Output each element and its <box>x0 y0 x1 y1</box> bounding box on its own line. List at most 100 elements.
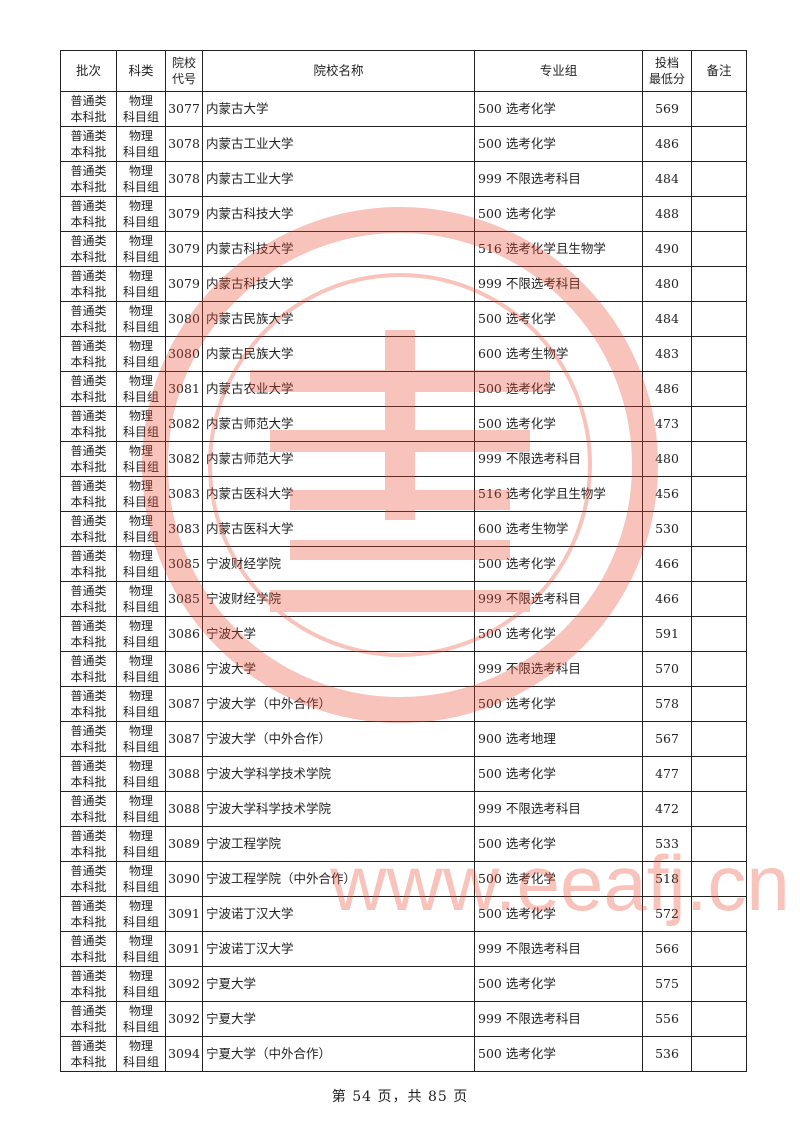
cell-school-code: 3082 <box>165 406 203 442</box>
table-row: 普通类 本科批 物理 科目组 3085 宁波财经学院 999 不限选考科目 466 <box>60 581 747 617</box>
cell-school-code: 3086 <box>165 651 203 687</box>
cell-batch: 普通类 本科批 <box>60 791 117 827</box>
cell-major-group: 500 选考化学 <box>474 616 643 652</box>
cell-school-name: 内蒙古民族大学 <box>202 301 475 337</box>
cell-min-score: 480 <box>642 266 692 302</box>
cell-batch: 普通类 本科批 <box>60 651 117 687</box>
cell-subject: 物理 科目组 <box>116 301 166 337</box>
header-note: 备注 <box>691 50 747 92</box>
cell-subject: 物理 科目组 <box>116 651 166 687</box>
cell-min-score: 484 <box>642 301 692 337</box>
cell-note <box>691 966 747 1002</box>
cell-school-name: 内蒙古科技大学 <box>202 196 475 232</box>
cell-batch: 普通类 本科批 <box>60 371 117 407</box>
cell-school-name: 内蒙古农业大学 <box>202 371 475 407</box>
cell-school-name: 内蒙古民族大学 <box>202 336 475 372</box>
cell-subject: 物理 科目组 <box>116 91 166 127</box>
table-row: 普通类 本科批 物理 科目组 3086 宁波大学 999 不限选考科目 570 <box>60 651 747 687</box>
cell-batch: 普通类 本科批 <box>60 476 117 512</box>
cell-school-code: 3083 <box>165 511 203 547</box>
cell-note <box>691 791 747 827</box>
cell-batch: 普通类 本科批 <box>60 196 117 232</box>
table-row: 普通类 本科批 物理 科目组 3082 内蒙古师范大学 999 不限选考科目 480 <box>60 441 747 477</box>
cell-note <box>691 371 747 407</box>
cell-school-name: 宁波大学科学技术学院 <box>202 791 475 827</box>
cell-subject: 物理 科目组 <box>116 126 166 162</box>
cell-subject: 物理 科目组 <box>116 756 166 792</box>
cell-batch: 普通类 本科批 <box>60 441 117 477</box>
cell-note <box>691 616 747 652</box>
cell-subject: 物理 科目组 <box>116 546 166 582</box>
cell-school-name: 宁波诺丁汉大学 <box>202 896 475 932</box>
cell-school-name: 宁夏大学 <box>202 1001 475 1037</box>
cell-subject: 物理 科目组 <box>116 861 166 897</box>
cell-school-code: 3089 <box>165 826 203 862</box>
cell-major-group: 999 不限选考科目 <box>474 651 643 687</box>
cell-batch: 普通类 本科批 <box>60 161 117 197</box>
cell-note <box>691 231 747 267</box>
cell-note <box>691 826 747 862</box>
cell-min-score: 480 <box>642 441 692 477</box>
cell-school-name: 宁波财经学院 <box>202 546 475 582</box>
cell-min-score: 456 <box>642 476 692 512</box>
cell-school-name: 内蒙古师范大学 <box>202 441 475 477</box>
table-row: 普通类 本科批 物理 科目组 3090 宁波工程学院（中外合作） 500 选考化学 518 <box>60 861 747 897</box>
cell-school-code: 3079 <box>165 196 203 232</box>
table-row: 普通类 本科批 物理 科目组 3086 宁波大学 500 选考化学 591 <box>60 616 747 652</box>
table-row: 普通类 本科批 物理 科目组 3080 内蒙古民族大学 500 选考化学 484 <box>60 301 747 337</box>
cell-batch: 普通类 本科批 <box>60 581 117 617</box>
cell-school-name: 宁波工程学院 <box>202 826 475 862</box>
cell-subject: 物理 科目组 <box>116 1001 166 1037</box>
cell-batch: 普通类 本科批 <box>60 966 117 1002</box>
cell-major-group: 999 不限选考科目 <box>474 441 643 477</box>
cell-batch: 普通类 本科批 <box>60 406 117 442</box>
cell-subject: 物理 科目组 <box>116 161 166 197</box>
cell-major-group: 500 选考化学 <box>474 406 643 442</box>
cell-school-name: 内蒙古医科大学 <box>202 476 475 512</box>
cell-note <box>691 406 747 442</box>
cell-min-score: 484 <box>642 161 692 197</box>
cell-min-score: 567 <box>642 721 692 757</box>
cell-min-score: 472 <box>642 791 692 827</box>
cell-school-code: 3078 <box>165 161 203 197</box>
cell-batch: 普通类 本科批 <box>60 1036 117 1072</box>
cell-subject: 物理 科目组 <box>116 511 166 547</box>
cell-school-name: 宁波大学科学技术学院 <box>202 756 475 792</box>
cell-school-code: 3085 <box>165 546 203 582</box>
cell-min-score: 591 <box>642 616 692 652</box>
cell-note <box>691 546 747 582</box>
cell-note <box>691 511 747 547</box>
cell-batch: 普通类 本科批 <box>60 231 117 267</box>
cell-subject: 物理 科目组 <box>116 266 166 302</box>
cell-subject: 物理 科目组 <box>116 721 166 757</box>
cell-school-code: 3088 <box>165 791 203 827</box>
cell-batch: 普通类 本科批 <box>60 826 117 862</box>
table-row: 普通类 本科批 物理 科目组 3088 宁波大学科学技术学院 500 选考化学 477 <box>60 756 747 792</box>
cell-major-group: 500 选考化学 <box>474 896 643 932</box>
cell-subject: 物理 科目组 <box>116 231 166 267</box>
cell-note <box>691 721 747 757</box>
cell-min-score: 473 <box>642 406 692 442</box>
cell-major-group: 999 不限选考科目 <box>474 1001 643 1037</box>
header-school-code: 院校 代号 <box>165 50 203 92</box>
cell-school-name: 宁波工程学院（中外合作） <box>202 861 475 897</box>
table-row: 普通类 本科批 物理 科目组 3078 内蒙古工业大学 500 选考化学 486 <box>60 126 747 162</box>
cell-school-code: 3083 <box>165 476 203 512</box>
cell-school-name: 宁波大学（中外合作） <box>202 721 475 757</box>
cell-subject: 物理 科目组 <box>116 371 166 407</box>
table-row: 普通类 本科批 物理 科目组 3082 内蒙古师范大学 500 选考化学 473 <box>60 406 747 442</box>
admission-score-table: 批次 科类 院校 代号 院校名称 专业组 投档 最低分 备注 普通类 本科批 物理… <box>60 50 747 1072</box>
table-row: 普通类 本科批 物理 科目组 3077 内蒙古大学 500 选考化学 569 <box>60 91 747 127</box>
cell-school-code: 3086 <box>165 616 203 652</box>
header-min-score: 投档 最低分 <box>642 50 692 92</box>
cell-min-score: 518 <box>642 861 692 897</box>
cell-major-group: 500 选考化学 <box>474 1036 643 1072</box>
table-row: 普通类 本科批 物理 科目组 3094 宁夏大学（中外合作） 500 选考化学 536 <box>60 1036 747 1072</box>
cell-school-name: 宁波大学 <box>202 616 475 652</box>
table-row: 普通类 本科批 物理 科目组 3088 宁波大学科学技术学院 999 不限选考科目 472 <box>60 791 747 827</box>
cell-subject: 物理 科目组 <box>116 406 166 442</box>
table-row: 普通类 本科批 物理 科目组 3080 内蒙古民族大学 600 选考生物学 483 <box>60 336 747 372</box>
cell-subject: 物理 科目组 <box>116 826 166 862</box>
cell-major-group: 500 选考化学 <box>474 126 643 162</box>
cell-subject: 物理 科目组 <box>116 791 166 827</box>
